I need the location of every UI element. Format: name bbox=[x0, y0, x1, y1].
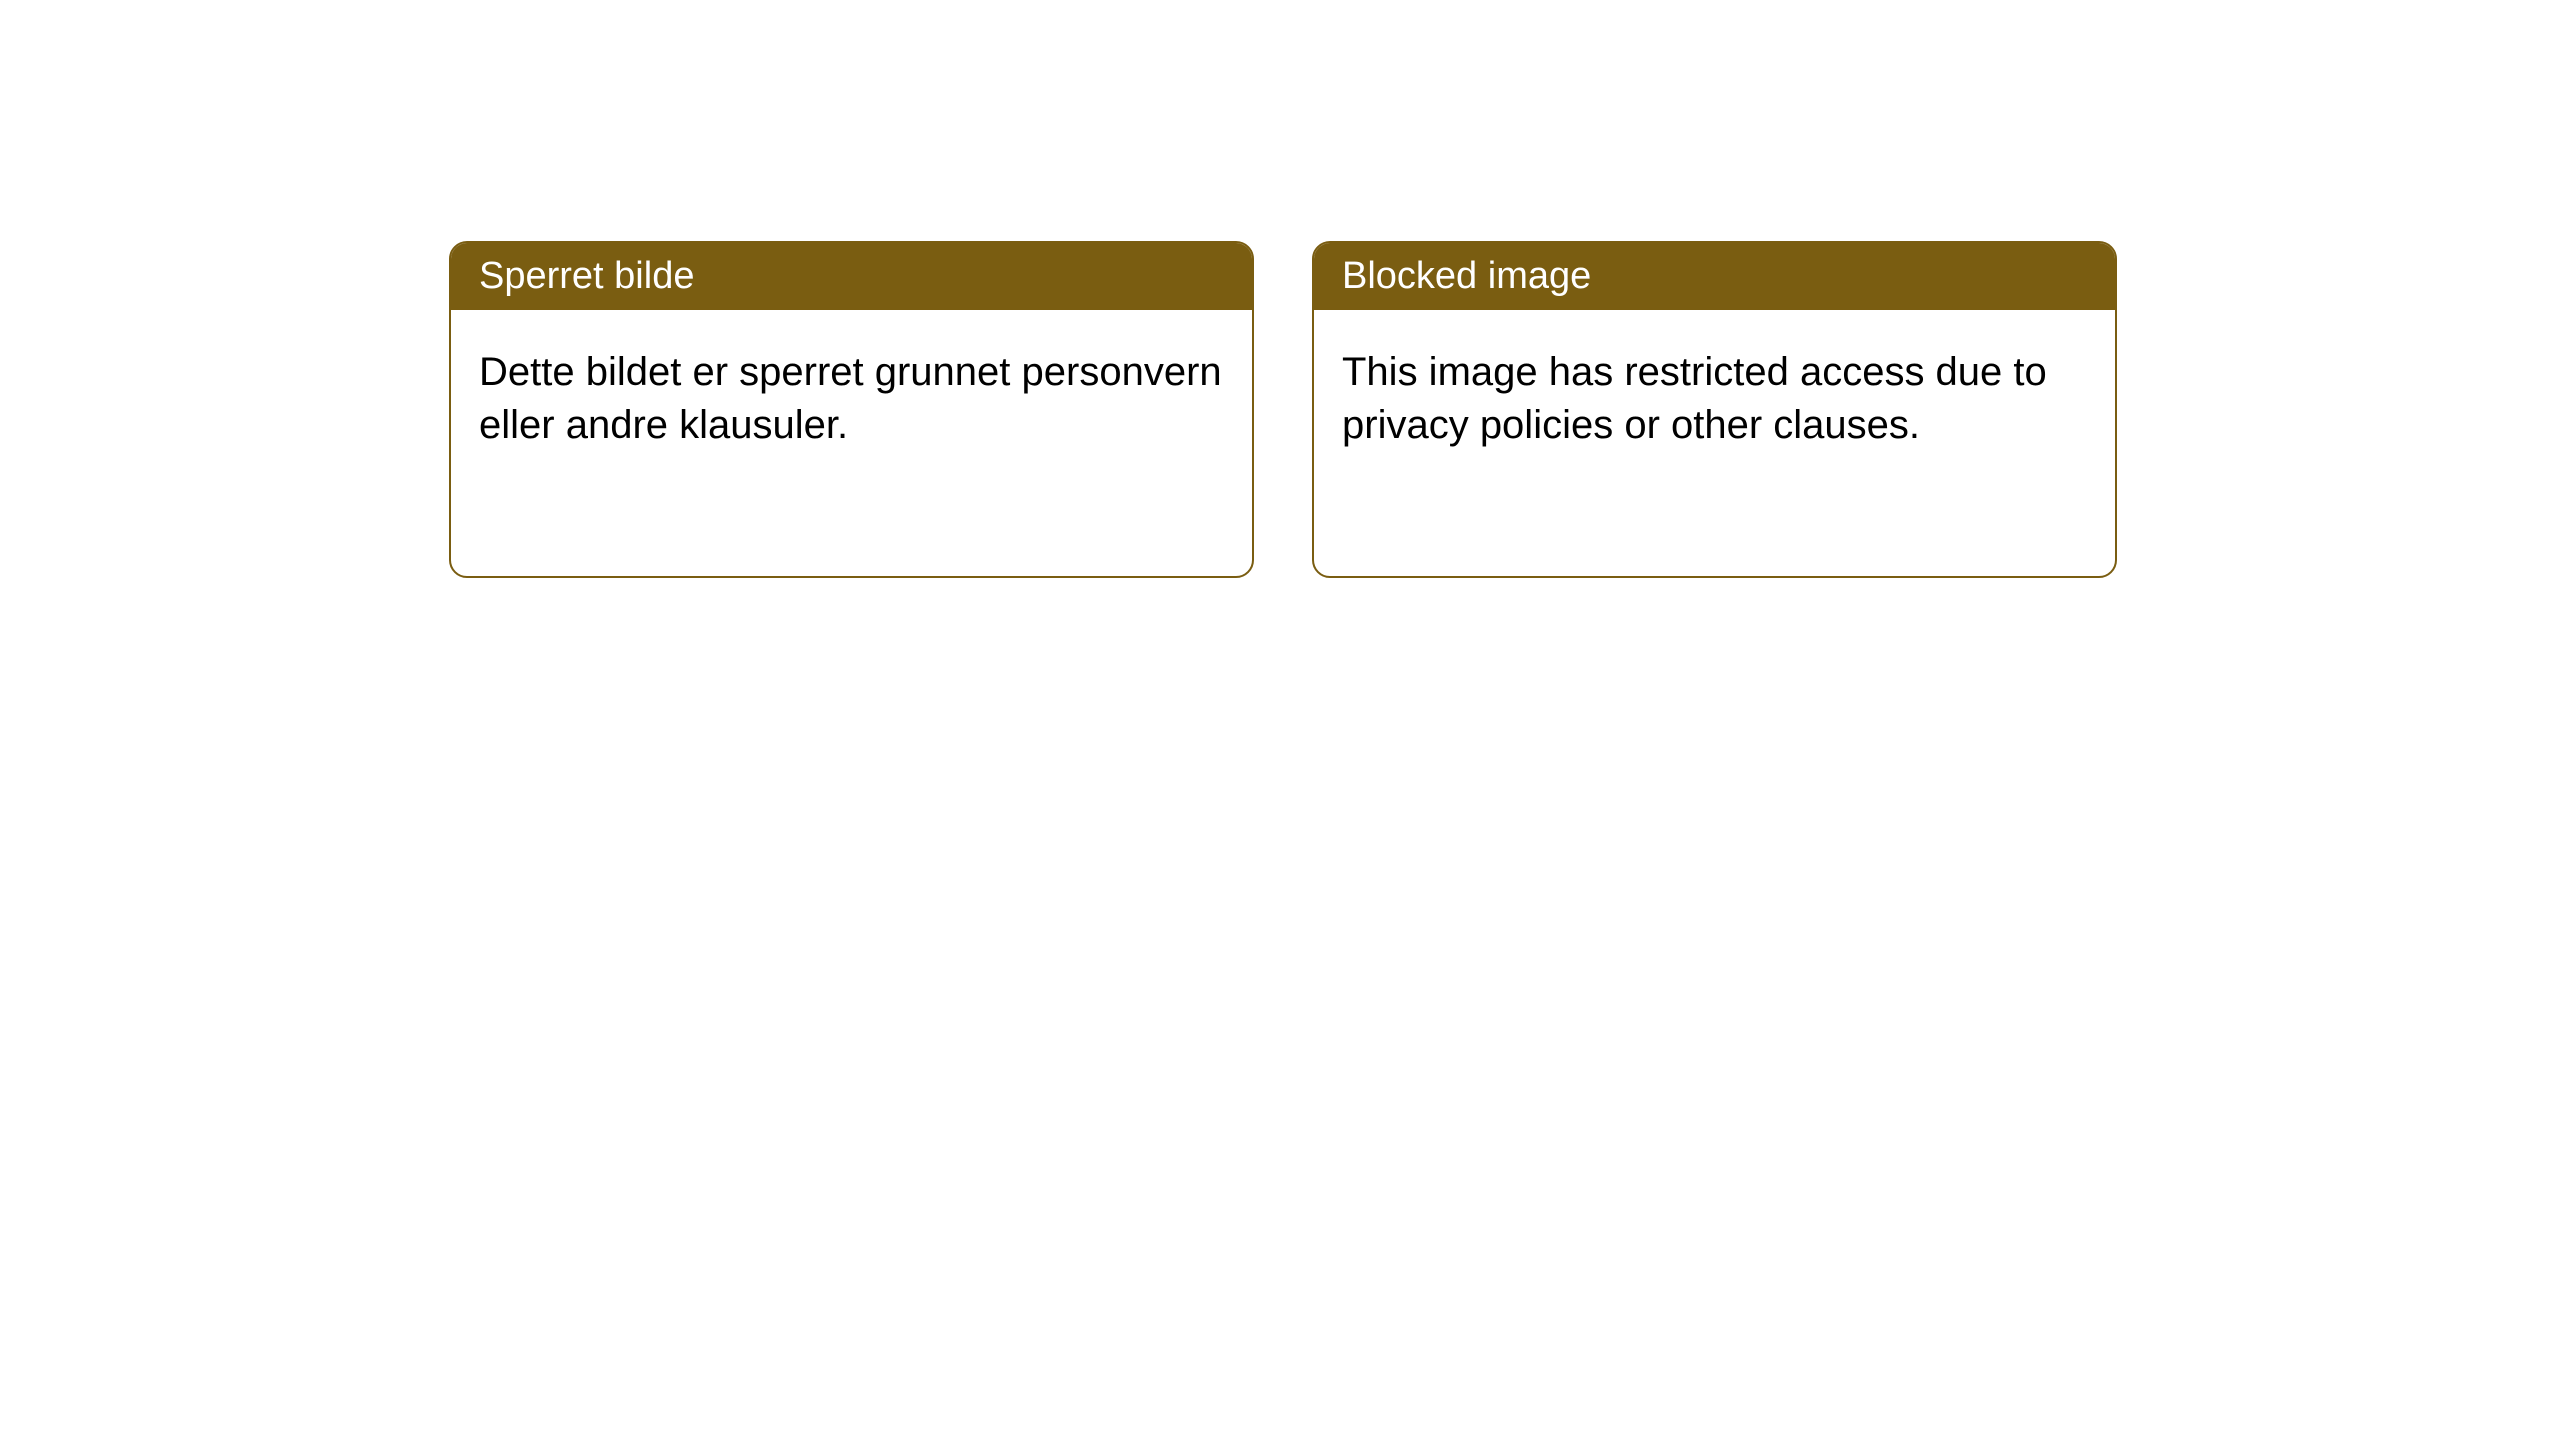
card-header: Blocked image bbox=[1314, 243, 2115, 310]
card-title: Blocked image bbox=[1342, 255, 1591, 297]
card-title: Sperret bilde bbox=[479, 255, 694, 297]
card-body-text: Dette bildet er sperret grunnet personve… bbox=[479, 350, 1222, 447]
notice-card-english: Blocked image This image has restricted … bbox=[1312, 241, 2117, 578]
card-header: Sperret bilde bbox=[451, 243, 1252, 310]
card-body: This image has restricted access due to … bbox=[1314, 310, 2115, 488]
notice-card-norwegian: Sperret bilde Dette bildet er sperret gr… bbox=[449, 241, 1254, 578]
notice-cards-container: Sperret bilde Dette bildet er sperret gr… bbox=[0, 0, 2560, 578]
card-body: Dette bildet er sperret grunnet personve… bbox=[451, 310, 1252, 488]
card-body-text: This image has restricted access due to … bbox=[1342, 350, 2047, 447]
